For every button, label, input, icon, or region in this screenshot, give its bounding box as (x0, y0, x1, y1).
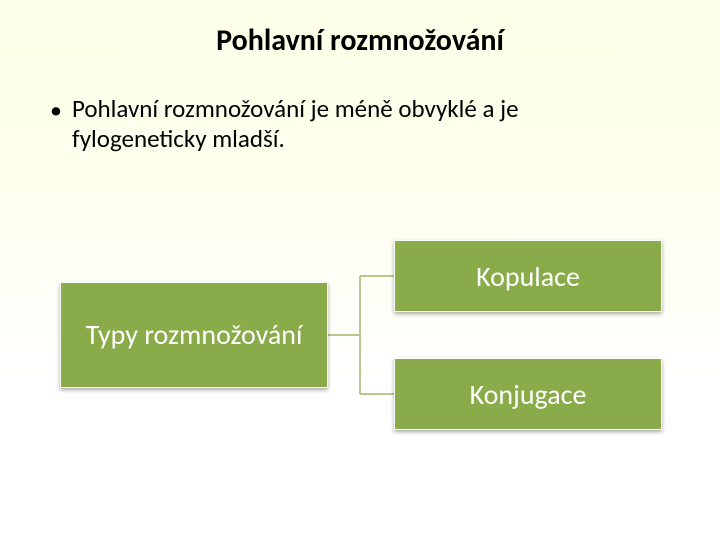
bullet-text: Pohlavní rozmnožování je méně obvyklé a … (72, 94, 642, 154)
tree-leaf-node: Konjugace (394, 358, 662, 430)
tree-root-node: Typy rozmnožování (60, 282, 328, 388)
tree-leaf-node: Kopulace (394, 240, 662, 312)
bullet-list: • Pohlavní rozmnožování je méně obvyklé … (0, 59, 720, 154)
tree-leaf-label: Konjugace (470, 377, 587, 412)
tree-diagram: Typy rozmnožování Kopulace Konjugace (0, 240, 720, 500)
page-title: Pohlavní rozmnožování (0, 0, 720, 59)
tree-root-label: Typy rozmnožování (86, 319, 303, 351)
bullet-item: • Pohlavní rozmnožování je méně obvyklé … (50, 94, 680, 154)
tree-leaf-label: Kopulace (476, 259, 580, 294)
bullet-marker: • (50, 94, 62, 126)
